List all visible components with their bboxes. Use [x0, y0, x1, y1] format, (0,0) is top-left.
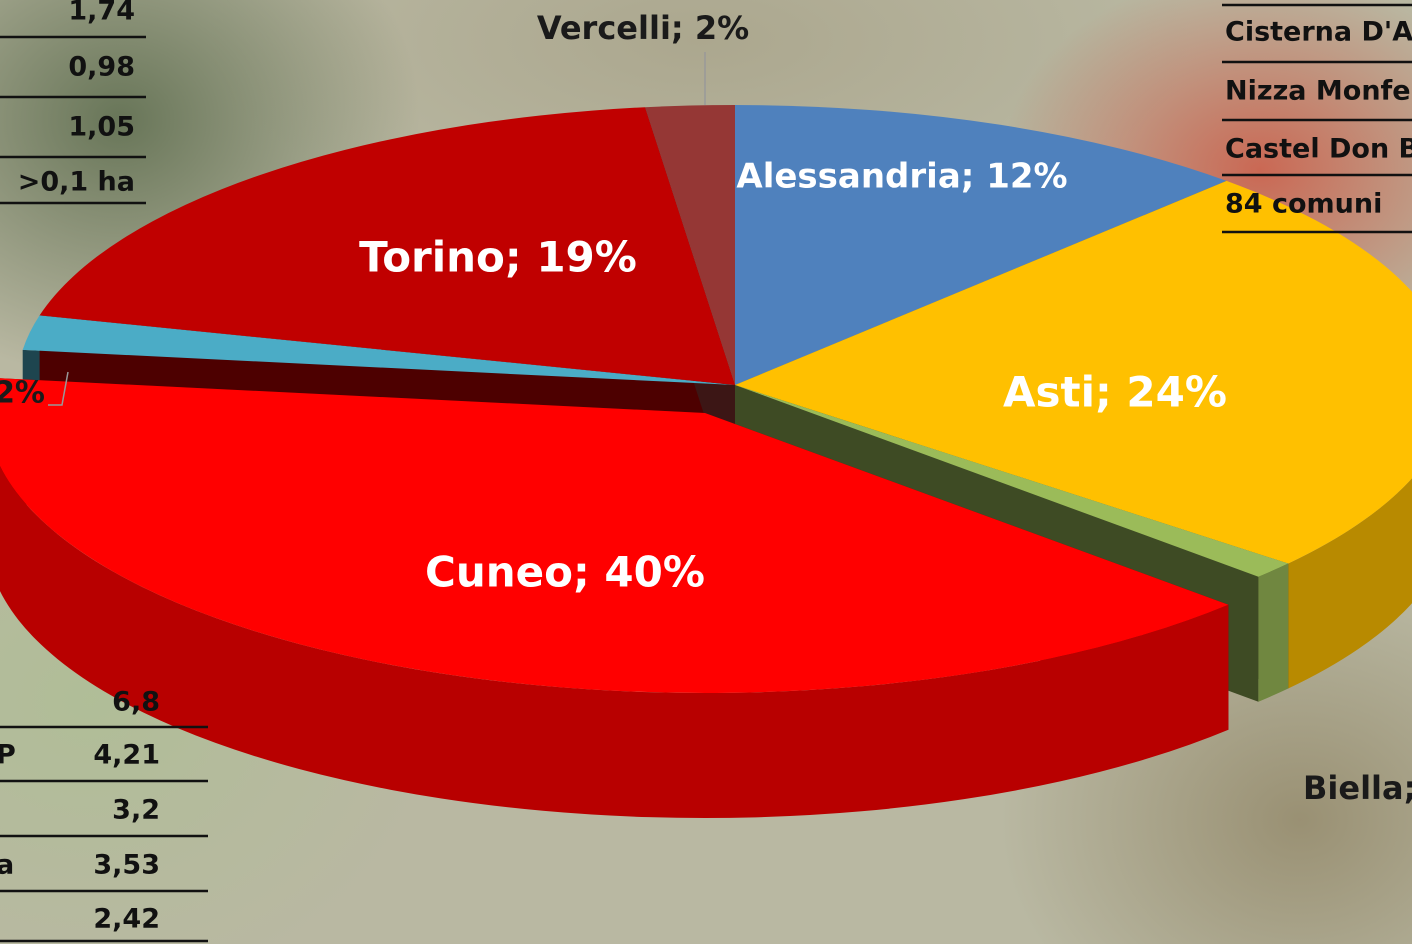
- pie-slice: [22, 315, 735, 385]
- pie-slice: [735, 385, 1289, 577]
- pie-slice: [0, 378, 1229, 693]
- slice-side: [1258, 563, 1289, 702]
- table-cell: Cisterna D'A: [1225, 17, 1412, 48]
- data-label: 2%: [0, 376, 45, 411]
- data-label: Vercelli; 2%: [537, 9, 749, 47]
- leader-line: [48, 371, 69, 406]
- table-cell: 1,74: [68, 0, 135, 27]
- table-cell: 1,05: [68, 112, 135, 143]
- data-label: Cuneo; 40%: [425, 548, 705, 597]
- pie-slice: [735, 180, 1412, 564]
- data-label: Alessandria; 12%: [736, 157, 1067, 197]
- pie-slice: [645, 104, 735, 385]
- table-cell: >0,1 ha: [18, 167, 135, 198]
- table-cell: P: [0, 740, 16, 771]
- data-label: Biella;: [1303, 769, 1412, 807]
- data-label: Torino; 19%: [359, 233, 637, 282]
- pie: Alessandria; 12% Asti; 24% Biella; Cuneo; 4…: [0, 9, 1412, 819]
- slice-side: [1288, 478, 1412, 689]
- table-cell: 0,98: [68, 52, 135, 83]
- table-cell: 3,53: [93, 850, 160, 881]
- table-cell: 6,8: [112, 687, 160, 718]
- table-cell: 4,21: [93, 740, 160, 771]
- table-cell: 84 comuni: [1225, 189, 1382, 220]
- table-cell: a: [0, 850, 14, 881]
- table-cell: Nizza Monfe: [1225, 76, 1411, 107]
- data-label: Asti; 24%: [1003, 368, 1227, 417]
- slice-side: [0, 465, 1229, 819]
- table-cell: Castel Don B: [1225, 134, 1412, 165]
- table-cell: 3,2: [112, 795, 160, 826]
- pie-slice: [39, 107, 736, 385]
- table-cell: 2,42: [93, 904, 160, 935]
- pie-slice: [735, 105, 1227, 385]
